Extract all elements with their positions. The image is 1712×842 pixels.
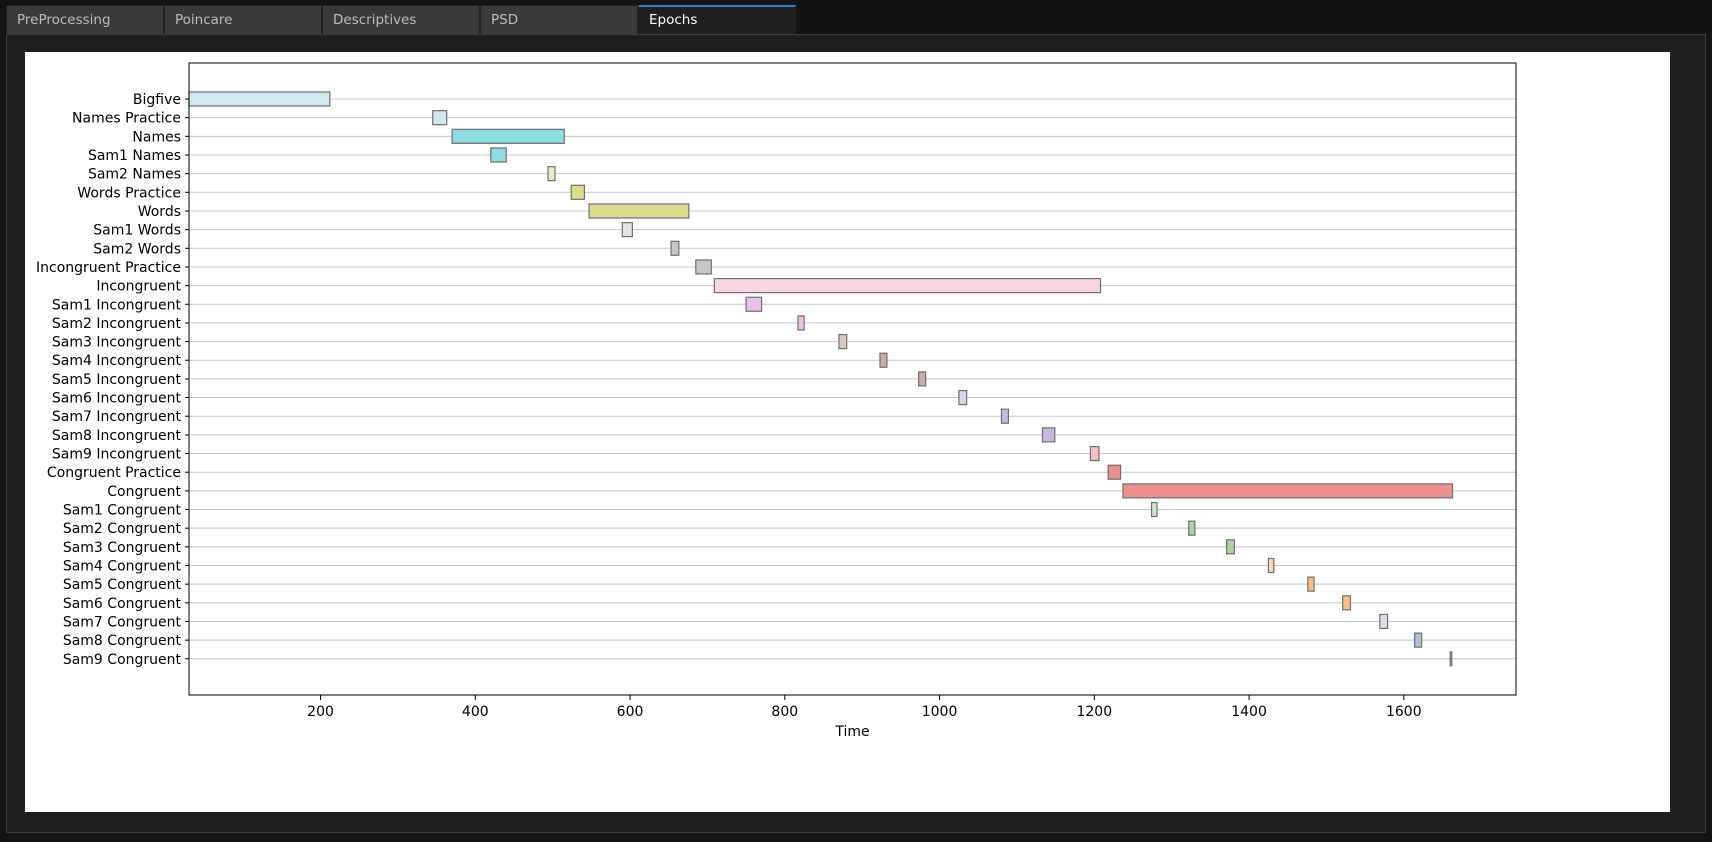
epoch-bar (432, 110, 448, 126)
epoch-bar (1089, 445, 1100, 462)
y-tick-label: Sam4 Incongruent (52, 353, 182, 369)
y-tick-label: Names (132, 129, 181, 145)
y-tick-label: Sam9 Congruent (63, 652, 182, 668)
epoch-bar (490, 147, 507, 163)
x-tick-label: 1600 (1386, 704, 1422, 720)
y-tick-label: Sam3 Congruent (63, 540, 182, 556)
y-tick-label: Sam8 Incongruent (52, 428, 182, 444)
epoch-bar (918, 371, 927, 387)
y-tick-label: Sam6 Incongruent (52, 391, 182, 407)
y-tick-label: Incongruent Practice (36, 260, 181, 276)
epoch-bar (958, 389, 968, 406)
y-tick-label: Congruent Practice (47, 465, 181, 481)
epoch-bar (1307, 576, 1315, 592)
epochs-figure: Bigfive Names Practice Names Sam1 Names Sam2… (25, 52, 1670, 812)
tab-descriptives[interactable]: Descriptives (322, 5, 480, 34)
epoch-bar (1150, 501, 1158, 518)
epoch-bar (570, 184, 585, 200)
epoch-bar (670, 240, 680, 256)
epoch-bar (1342, 595, 1352, 611)
y-tick-label: Sam5 Incongruent (52, 372, 182, 388)
y-tick-label: Sam2 Congruent (63, 521, 182, 537)
y-tick-label: Sam9 Incongruent (52, 447, 182, 463)
epoch-bar (1379, 613, 1389, 630)
epoch-bar (879, 352, 888, 368)
x-tick-label: 1000 (922, 704, 958, 720)
y-tick-label: Sam7 Congruent (63, 614, 182, 630)
epoch-bar (838, 333, 848, 350)
epoch-bar (547, 166, 556, 182)
y-tick-label: Bigfive (133, 92, 181, 108)
epoch-bar (1414, 632, 1423, 648)
y-tick-label: Sam6 Congruent (63, 596, 182, 612)
x-tick-label: 1400 (1231, 704, 1267, 720)
epoch-bar (713, 278, 1102, 294)
y-tick-label: Sam1 Words (93, 223, 181, 239)
epoch-bar (1122, 483, 1454, 499)
y-tick-label: Sam2 Names (88, 167, 181, 183)
y-tick-label: Words Practice (77, 185, 181, 201)
y-tick-label: Sam2 Incongruent (52, 316, 182, 332)
epoch-bar (451, 128, 565, 144)
epochs-chart: Bigfive Names Practice Names Sam1 Names Sam2… (36, 62, 1517, 740)
tab-psd[interactable]: PSD (480, 5, 638, 34)
x-tick-label: 200 (307, 704, 334, 720)
y-tick-label: Sam1 Incongruent (52, 297, 182, 313)
tab-preprocessing[interactable]: PreProcessing (6, 5, 164, 34)
x-tick-label: 1200 (1076, 704, 1112, 720)
y-tick-label: Sam1 Names (88, 148, 181, 164)
epoch-bar (1188, 520, 1196, 536)
y-tick-label: Names Practice (72, 111, 181, 127)
epoch-bar (621, 222, 633, 238)
epoch-bar (1000, 408, 1010, 424)
y-tick-label: Sam8 Congruent (63, 633, 182, 649)
epochs-panel: Bigfive Names Practice Names Sam1 Names Sam2… (6, 34, 1706, 833)
y-tick-label: Sam5 Congruent (63, 577, 182, 593)
y-tick-label: Sam1 Congruent (63, 503, 182, 519)
tab-bar: PreProcessing Poincare Descriptives PSD Epoc… (6, 5, 796, 34)
epoch-bar (695, 259, 712, 275)
epoch-bar (1267, 557, 1275, 574)
epoch-bar (1226, 539, 1235, 555)
x-tick-label: 800 (771, 704, 798, 720)
y-tick-label: Congruent (107, 484, 181, 500)
epoch-bar (188, 91, 331, 107)
x-axis-label: Time (834, 724, 869, 740)
epoch-bar (797, 315, 805, 331)
y-tick-label: Incongruent (96, 279, 181, 295)
epoch-bar (1041, 427, 1056, 443)
x-tick-label: 400 (462, 704, 489, 720)
tab-epochs[interactable]: Epochs (638, 5, 796, 34)
epoch-bar (745, 296, 763, 312)
x-tick-label: 600 (617, 704, 644, 720)
epoch-bar (588, 203, 690, 219)
y-tick-label: Words (138, 204, 181, 220)
y-tick-label: Sam4 Congruent (63, 559, 182, 575)
epoch-bar (1449, 651, 1453, 667)
y-tick-label: Sam2 Words (93, 241, 181, 257)
y-tick-label: Sam3 Incongruent (52, 335, 182, 351)
y-tick-label: Sam7 Incongruent (52, 409, 182, 425)
epoch-bar (1107, 464, 1122, 480)
tab-poincare[interactable]: Poincare (164, 5, 322, 34)
